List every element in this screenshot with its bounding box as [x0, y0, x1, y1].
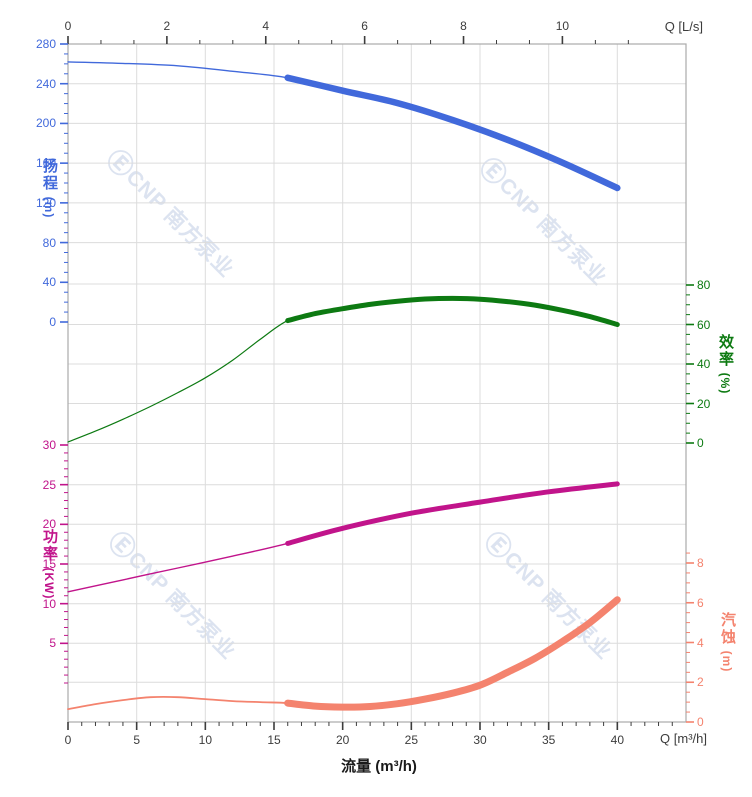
- tick-label: 15: [267, 733, 281, 747]
- tick-label: 15: [42, 557, 56, 571]
- bottom-axis-title: 流量 (m³/h): [341, 758, 417, 775]
- tick-label: 5: [49, 636, 56, 651]
- axis-ticks: [60, 36, 694, 730]
- head-axis-title-cn: 扬程: [41, 157, 58, 192]
- tick-label: 40: [697, 357, 711, 371]
- tick-label: 40: [610, 733, 624, 747]
- tick-label: 6: [697, 595, 704, 610]
- power-axis-title-cn: 功率: [41, 528, 58, 563]
- tick-label: 8: [460, 19, 467, 33]
- tick-label: 4: [697, 635, 704, 650]
- power-curve-thick: [285, 481, 620, 546]
- tick-label: 0: [64, 733, 72, 747]
- head-axis-title-unit: (m): [42, 196, 56, 219]
- curves: [67, 61, 621, 711]
- tick-label: 30: [473, 733, 487, 747]
- tick-label: 30: [42, 438, 56, 452]
- npsh-axis-title-unit: (m): [720, 650, 734, 673]
- tick-label: 8: [697, 556, 704, 570]
- tick-label: 10: [555, 19, 570, 33]
- tick-label: 0: [697, 715, 704, 729]
- tick-label: 20: [335, 733, 350, 747]
- tick-label: 4: [262, 19, 270, 33]
- efficiency-axis-title-unit: (%): [718, 372, 732, 395]
- tick-label: 80: [697, 278, 711, 292]
- npsh-axis-title: 汽蚀 (m): [718, 612, 736, 673]
- tick-label: 200: [35, 116, 56, 131]
- tick-label: 6: [361, 19, 368, 33]
- tick-label: 0: [64, 19, 72, 33]
- tick-label: 10: [42, 596, 56, 611]
- efficiency-axis-title: 效率 (%): [716, 334, 734, 395]
- tick-label: 25: [404, 733, 418, 747]
- tick-label: 80: [42, 235, 56, 250]
- tick-label: 2: [163, 19, 171, 33]
- tick-label: 25: [42, 477, 56, 492]
- bottom-axis-unit-label: Q [m³/h]: [660, 731, 707, 746]
- head-axis-title: 扬程 (m): [40, 158, 58, 219]
- power-axis-title: 功率 (KW): [40, 529, 58, 600]
- top-axis-unit-label: Q [L/s]: [664, 19, 703, 34]
- plot-border: [67, 43, 687, 723]
- npsh-axis-title-cn: 汽蚀: [719, 611, 736, 646]
- tick-label: 240: [35, 76, 56, 91]
- tick-label: 20: [42, 517, 56, 532]
- tick-label: 20: [697, 396, 711, 411]
- tick-label: 35: [541, 733, 556, 747]
- efficiency-axis-title-cn: 效率: [717, 333, 734, 368]
- tick-label: 120: [35, 195, 56, 210]
- tick-label: 160: [35, 156, 56, 171]
- tick-label: 60: [697, 317, 711, 332]
- head-curve-thick: [284, 74, 621, 192]
- tick-label: 40: [42, 275, 56, 290]
- tick-label: 280: [35, 37, 56, 51]
- efficiency-curve-thick: [285, 295, 620, 327]
- power-axis-title-unit: (KW): [42, 567, 56, 600]
- tick-label: 5: [133, 733, 140, 747]
- grid: [68, 44, 686, 722]
- tick-label: 2: [697, 675, 704, 690]
- tick-label: 0: [49, 315, 56, 329]
- tick-label: 10: [198, 733, 212, 747]
- tick-label: 0: [697, 436, 704, 450]
- npsh-curve-thick: [284, 596, 621, 711]
